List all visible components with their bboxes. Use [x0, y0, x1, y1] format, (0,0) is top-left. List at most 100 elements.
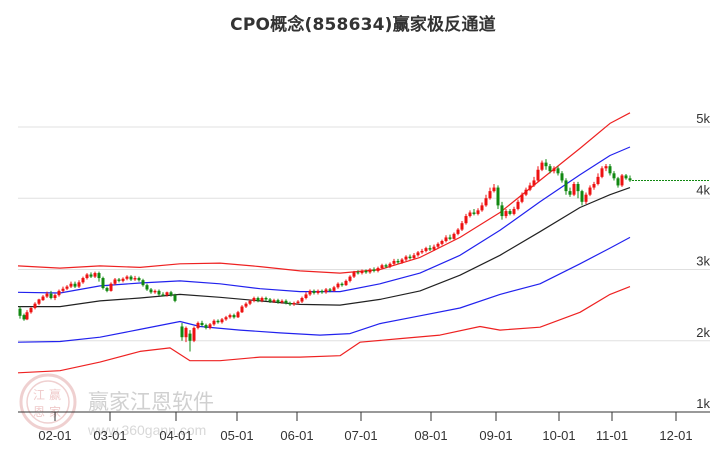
channel-bands [17, 112, 631, 374]
candle [192, 326, 196, 343]
candle [464, 213, 468, 225]
candle [45, 291, 49, 298]
x-tick-label: 10-01 [542, 428, 575, 443]
x-tick-label: 07-01 [344, 428, 377, 443]
grid-lines [18, 126, 710, 342]
band-inner_upper [17, 146, 631, 294]
candle [616, 176, 620, 188]
candle [560, 171, 564, 183]
y-tick-label: 2k [696, 325, 710, 340]
y-tick-label: 1k [696, 396, 710, 411]
candle [380, 263, 384, 270]
candle [556, 166, 560, 176]
candle [85, 273, 89, 280]
candle [532, 176, 536, 187]
candle [404, 255, 408, 261]
candle [352, 270, 356, 279]
candle [296, 300, 300, 305]
candle [49, 290, 53, 300]
candle [552, 166, 556, 174]
candle [53, 293, 57, 301]
candle [476, 208, 480, 216]
candle [125, 275, 129, 281]
watermark-brand: 赢家江恩软件 [88, 390, 214, 414]
candle [161, 292, 165, 297]
band-outer_lower [17, 286, 631, 374]
candle [204, 323, 208, 330]
candle [388, 262, 392, 269]
x-axis: 02-01 03-01 04-01 05-01 06-01 07-01 08-01 09-01… [18, 411, 710, 443]
y-axis-labels: 5k 4k 3k 2k 1k [696, 111, 710, 411]
candle [129, 275, 133, 281]
candle [392, 258, 396, 266]
candle [73, 281, 77, 289]
candle [572, 181, 576, 197]
candle [452, 232, 456, 240]
candle [157, 289, 161, 296]
candle [528, 182, 532, 192]
candle [508, 208, 512, 216]
candle [568, 187, 572, 197]
candle [61, 286, 65, 293]
x-tick-label: 04-01 [159, 428, 192, 443]
band-mid [18, 187, 631, 308]
candle [153, 289, 157, 294]
candle [620, 174, 624, 187]
candle [356, 270, 360, 275]
candle [105, 286, 109, 293]
candle [316, 289, 320, 295]
candle [77, 280, 81, 289]
candle [580, 189, 584, 206]
candle [22, 313, 26, 321]
candle [81, 276, 85, 284]
candle [272, 298, 276, 303]
candle [109, 282, 113, 292]
candle [264, 296, 268, 301]
candle [588, 185, 592, 197]
band-outer_upper [17, 112, 631, 274]
candle [57, 289, 61, 297]
candle [372, 267, 376, 273]
chart-title: CPO概念(858634)赢家极反通道 [230, 15, 496, 35]
candle [412, 253, 416, 260]
candle [456, 228, 460, 236]
candle [472, 208, 476, 216]
candle [424, 246, 428, 253]
candle [308, 289, 312, 296]
candle [520, 192, 524, 204]
candle [117, 278, 121, 283]
candle [600, 166, 604, 179]
candle [500, 201, 504, 220]
candle [336, 282, 340, 289]
watermark-url: www.360gann.com [87, 422, 206, 438]
candle [348, 275, 352, 283]
candle [228, 313, 232, 319]
candle [212, 319, 216, 326]
candle [196, 321, 200, 330]
candle [220, 317, 224, 324]
x-tick-label: 05-01 [220, 428, 253, 443]
candle [18, 306, 22, 319]
x-tick-label: 06-01 [280, 428, 313, 443]
candle [584, 192, 588, 204]
candle [236, 310, 240, 318]
x-tick-label: 12-01 [659, 428, 692, 443]
candle [576, 181, 580, 199]
candle [304, 292, 308, 300]
candle [93, 271, 97, 279]
candle [344, 279, 348, 286]
candle [256, 296, 260, 303]
candle [145, 283, 149, 291]
candle [480, 202, 484, 212]
candle [408, 254, 412, 260]
candle [300, 296, 304, 303]
candles [18, 159, 632, 352]
candle [260, 296, 264, 303]
candle [169, 290, 173, 297]
candle [384, 263, 388, 269]
candle [312, 289, 316, 295]
candle [29, 307, 33, 314]
candle [612, 171, 616, 181]
band-inner_lower [17, 236, 631, 343]
candle [121, 277, 125, 283]
